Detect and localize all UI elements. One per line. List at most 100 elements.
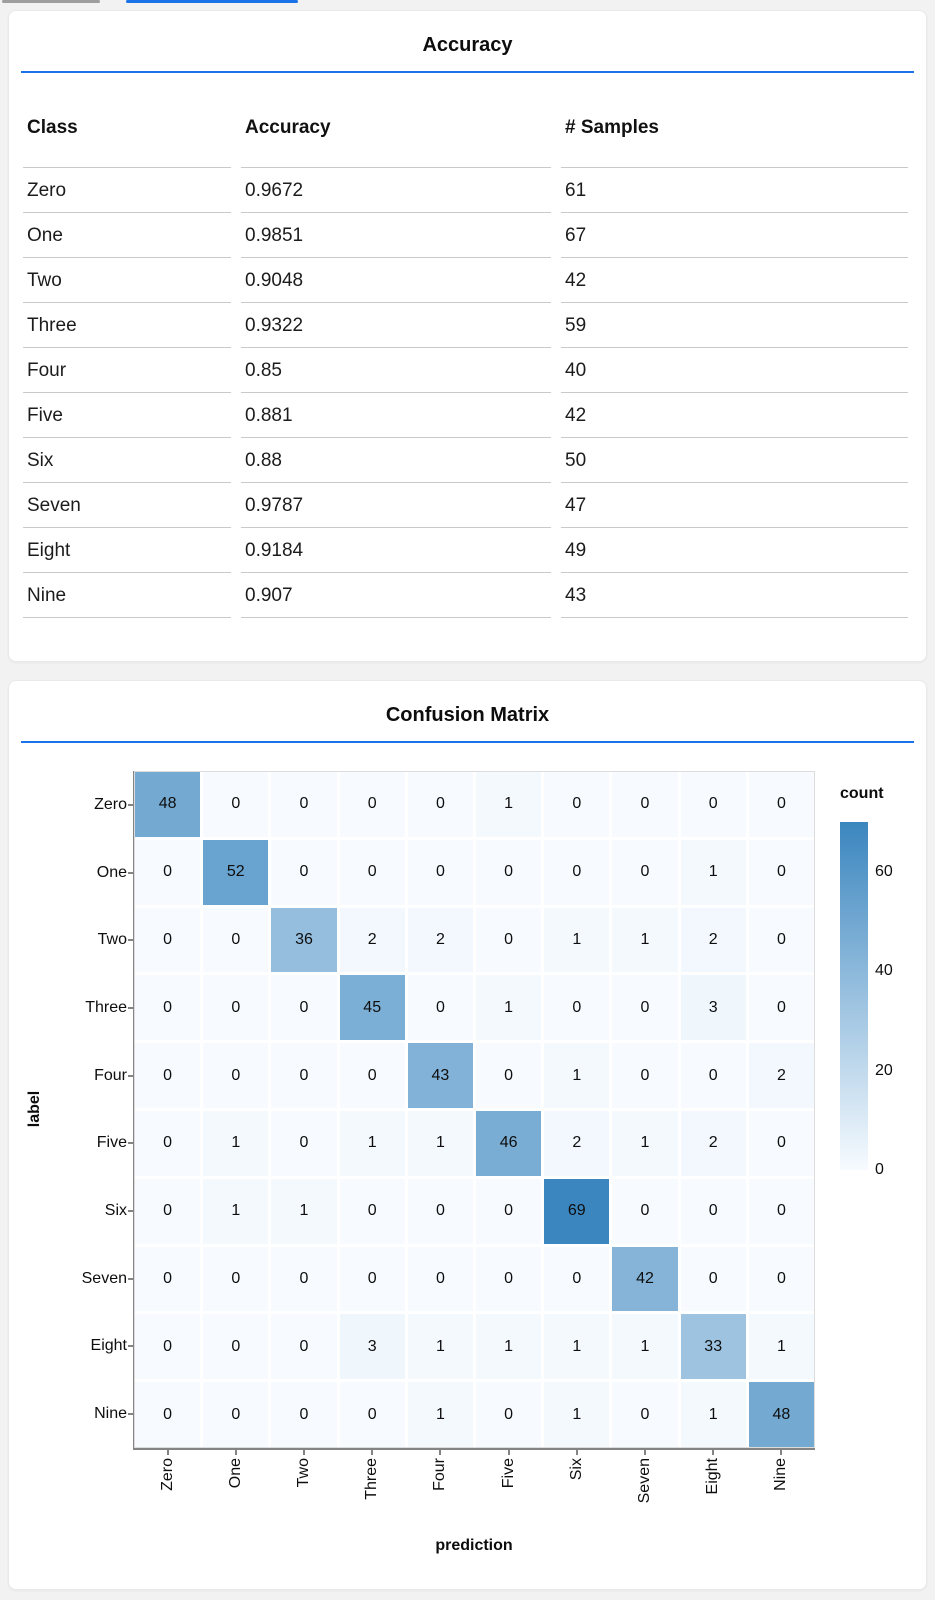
x-tick-mark: [439, 1449, 442, 1455]
heatmap-cell: 0: [407, 1178, 473, 1244]
heatmap-cell: 0: [135, 975, 201, 1041]
confusion-matrix-panel: Confusion Matrix label 48 0 0 0 0 1 0 0 0 0 0 52 0 0 0…: [8, 680, 927, 1590]
x-tick-label: Five: [499, 1458, 517, 1489]
heatmap-cell: 0: [339, 772, 405, 837]
heatmap-cell: 0: [203, 1314, 269, 1380]
heatmap-cell: 1: [544, 1314, 610, 1380]
heatmap-cell: 1: [544, 907, 610, 973]
y-axis-line: [132, 771, 134, 1450]
heatmap-cell: 1: [544, 1382, 610, 1447]
heatmap-cell: 1: [612, 1111, 678, 1176]
table-row: Six 0.88 50: [23, 438, 908, 483]
samples-cell: 59: [561, 303, 908, 348]
class-cell: Five: [23, 393, 231, 438]
heatmap-cell: 0: [271, 975, 337, 1041]
heatmap-cell: 0: [135, 1111, 201, 1176]
heatmap-cell: 0: [339, 1382, 405, 1447]
x-tick-mark: [303, 1449, 306, 1455]
samples-cell: 49: [561, 528, 908, 573]
heatmap-cell: 1: [203, 1111, 269, 1176]
heatmap-cell: 0: [748, 1246, 814, 1312]
class-cell: Four: [23, 348, 231, 393]
heatmap-cell: 0: [748, 772, 814, 837]
x-tick-mark: [507, 1449, 510, 1455]
x-tick-label: Nine: [771, 1458, 789, 1491]
heatmap-cell: 0: [612, 772, 678, 837]
y-tick-label: Two: [97, 931, 127, 949]
heatmap-cell: 1: [612, 1314, 678, 1380]
x-tick-mark: [167, 1449, 170, 1455]
heatmap-cell: 0: [271, 1111, 337, 1176]
table-row: One 0.9851 67: [23, 213, 908, 258]
heatmap-cell: 1: [407, 1382, 473, 1447]
heatmap-cell: 0: [475, 1246, 542, 1312]
accuracy-panel: Accuracy Class Accuracy # Samples Zero 0.…: [8, 10, 927, 662]
heatmap-cell: 0: [680, 1246, 746, 1312]
legend-gradient-bar: [840, 822, 868, 1170]
accuracy-table: Class Accuracy # Samples Zero 0.9672 61 One…: [23, 116, 908, 618]
top-strip: [0, 0, 935, 10]
heatmap-cell: 0: [612, 1043, 678, 1108]
legend-tick-label: 60: [875, 862, 893, 880]
heatmap-cell: 52: [203, 839, 269, 905]
class-cell: One: [23, 213, 231, 258]
legend-tick-label: 0: [875, 1161, 884, 1178]
x-tick-label: Seven: [635, 1458, 653, 1504]
heatmap-cell: 0: [271, 1382, 337, 1447]
samples-cell: 42: [561, 258, 908, 303]
accuracy-cell: 0.9672: [241, 168, 551, 213]
heatmap-cell: 45: [339, 975, 405, 1041]
heatmap-cell: 1: [271, 1178, 337, 1244]
legend-title: count: [840, 785, 884, 802]
class-cell: Seven: [23, 483, 231, 528]
y-tick-mark: [128, 871, 134, 874]
top-blue-bar: [126, 0, 298, 3]
heatmap-cell: 0: [135, 839, 201, 905]
heatmap-cell: 1: [407, 1111, 473, 1176]
y-tick-mark: [128, 1142, 134, 1145]
column-header-samples: # Samples: [561, 116, 908, 168]
table-row: Nine 0.907 43: [23, 573, 908, 618]
x-tick-label: Six: [567, 1458, 585, 1481]
heatmap-cell: 0: [135, 907, 201, 973]
heatmap-cell: 0: [680, 1178, 746, 1244]
heatmap-cell: 0: [475, 839, 542, 905]
heatmap-cell: 0: [475, 907, 542, 973]
x-tick-label: Two: [295, 1458, 313, 1488]
y-tick-label: Five: [96, 1134, 127, 1152]
class-cell: Nine: [23, 573, 231, 618]
heatmap-cell: 36: [271, 907, 337, 973]
heatmap-cell: 0: [612, 975, 678, 1041]
table-row: Eight 0.9184 49: [23, 528, 908, 573]
y-tick-label: Three: [85, 998, 127, 1016]
class-cell: Eight: [23, 528, 231, 573]
x-tick-label: One: [227, 1458, 245, 1489]
class-cell: Two: [23, 258, 231, 303]
heatmap-cell: 0: [407, 1246, 473, 1312]
heatmap-cell: 0: [407, 839, 473, 905]
heatmap-cell: 48: [135, 772, 201, 837]
y-tick-label: Four: [94, 1066, 127, 1084]
samples-cell: 67: [561, 213, 908, 258]
column-header-class: Class: [23, 116, 231, 168]
accuracy-cell: 0.9787: [241, 483, 551, 528]
x-tick-mark: [235, 1449, 238, 1455]
accuracy-cell: 0.85: [241, 348, 551, 393]
class-cell: Zero: [23, 168, 231, 213]
x-tick-mark: [643, 1449, 646, 1455]
y-tick-mark: [128, 1345, 134, 1348]
heatmap-cell: 0: [339, 1178, 405, 1244]
x-tick-label: Eight: [703, 1458, 721, 1495]
table-header-row: Class Accuracy # Samples: [23, 116, 908, 168]
heatmap-cell: 33: [680, 1314, 746, 1380]
heatmap-cell: 0: [544, 839, 610, 905]
heatmap-cell: 0: [135, 1314, 201, 1380]
heatmap-cell: 1: [407, 1314, 473, 1380]
heatmap-cell: 2: [680, 907, 746, 973]
x-tick-label: Three: [363, 1458, 381, 1500]
heatmap-cell: 0: [680, 772, 746, 837]
accuracy-panel-title: Accuracy: [422, 34, 513, 56]
table-row: Zero 0.9672 61: [23, 168, 908, 213]
confusion-matrix-panel-title: Confusion Matrix: [385, 704, 550, 726]
table-row: Two 0.9048 42: [23, 258, 908, 303]
